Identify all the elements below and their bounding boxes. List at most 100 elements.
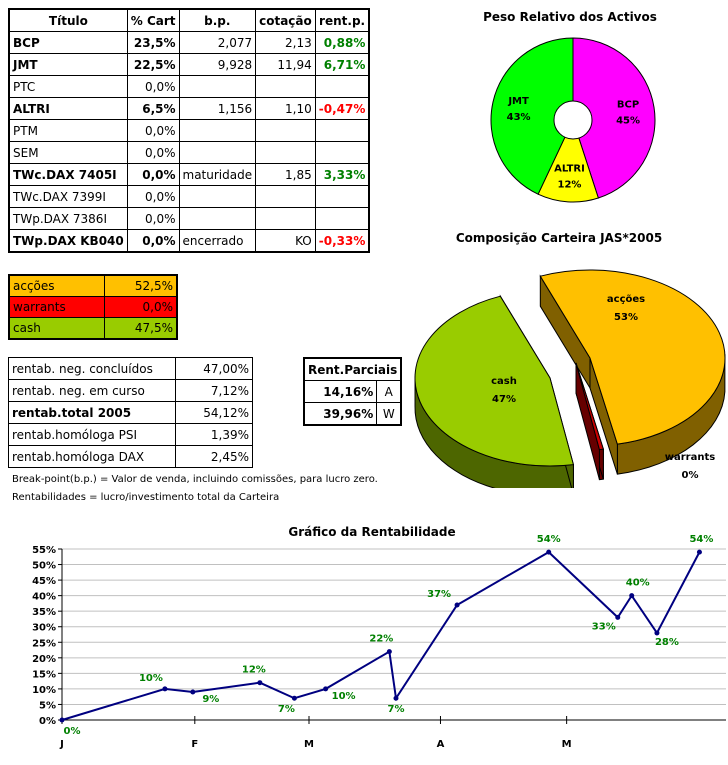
holdings-title: TWc.DAX 7405I [8, 163, 128, 186]
pie2-slice-label: acções [607, 294, 645, 305]
header-bp: b.p. [178, 8, 257, 32]
x-tick-label: M [562, 739, 572, 750]
holdings-row: SEM 0,0% [8, 141, 370, 164]
portfolio-composition-pie-chart: Composição Carteira JAS*2005 acções 53% wa… [414, 231, 726, 488]
holdings-quote [255, 185, 316, 208]
returns-body: rentab. neg. concluídos 47,00% rentab. neg… [8, 357, 253, 468]
pie1-hole [553, 100, 593, 140]
holdings-bp [178, 185, 257, 208]
holdings-row: TWc.DAX 7405I 0,0% maturidade 1,85 3,33% [8, 163, 370, 186]
return-point [59, 717, 65, 723]
holdings-pct: 0,0% [126, 207, 180, 230]
return-point-label: 0% [64, 726, 81, 737]
holdings-quote: KO [255, 229, 316, 253]
header-quote: cotação [255, 8, 316, 32]
return-point [629, 593, 635, 599]
holdings-pct: 6,5% [126, 97, 180, 120]
pie1-slice-altri [537, 118, 599, 203]
holdings-quote [255, 141, 316, 164]
holdings-quote: 1,10 [255, 97, 316, 120]
allocation-label: cash [8, 317, 106, 340]
holdings-rent: -0,47% [314, 97, 370, 120]
holdings-quote: 2,13 [255, 31, 316, 54]
x-tick-label: A [437, 739, 445, 750]
return-point-label: 22% [369, 634, 393, 645]
holdings-pct: 0,0% [126, 229, 180, 253]
returns-row: rentab.homóloga PSI 1,39% [8, 423, 253, 446]
y-tick-label: 15% [32, 669, 56, 680]
return-point [615, 614, 621, 620]
returns-value: 1,39% [175, 423, 253, 446]
allocation-row: acções 52,5% [8, 274, 178, 297]
holdings-title: TWp.DAX KB040 [8, 229, 128, 253]
holdings-pct: 0,0% [126, 75, 180, 98]
holdings-bp [178, 119, 257, 142]
return-point [393, 695, 399, 701]
holdings-rent: -0,33% [314, 229, 370, 253]
y-tick-label: 50% [32, 561, 56, 572]
allocation-row: warrants 0,0% [8, 296, 178, 318]
holdings-bp: 1,156 [178, 97, 257, 120]
y-tick-label: 5% [39, 700, 56, 711]
holdings-bp: maturidade [178, 163, 257, 186]
y-tick-label: 10% [32, 685, 56, 696]
holdings-row: TWc.DAX 7399I 0,0% [8, 185, 370, 208]
partials-row: 39,96% W [303, 402, 402, 426]
pie2-slice-value: 0% [682, 470, 699, 481]
return-point-label: 7% [387, 704, 404, 715]
returns-value: 2,45% [175, 445, 253, 468]
x-tick-label: M [304, 739, 314, 750]
y-tick-label: 25% [32, 638, 56, 649]
return-point-label: 10% [332, 691, 356, 702]
returns-row: rentab.homóloga DAX 2,45% [8, 445, 253, 468]
return-point-label: 54% [537, 534, 561, 545]
returns-label: rentab.homóloga DAX [8, 445, 176, 468]
holdings-body: BCP 23,5% 2,077 2,13 0,88% JMT 22,5% 9,928 11,94… [8, 31, 370, 253]
return-point-label: 7% [278, 704, 295, 715]
holdings-pct: 23,5% [126, 31, 180, 54]
holdings-quote [255, 119, 316, 142]
pie1-slice-bcp [572, 37, 656, 199]
pie1-slice-value: 12% [558, 180, 582, 191]
allocation-value: 52,5% [104, 274, 178, 297]
holdings-bp: 2,077 [178, 31, 257, 54]
returns-label: rentab.homóloga PSI [8, 423, 176, 446]
holdings-rent: 0,88% [314, 31, 370, 54]
allocation-table: acções 52,5% warrants 0,0% cash 47,5% [8, 274, 178, 340]
y-tick-label: 40% [32, 592, 56, 603]
partials-value: 14,16% [303, 380, 378, 403]
holdings-pct: 0,0% [126, 185, 180, 208]
return-series-line [61, 550, 701, 721]
partials-value: 39,96% [303, 402, 378, 426]
pie2-slice-cash [414, 295, 575, 467]
return-point [386, 649, 392, 655]
y-tick-label: 45% [32, 576, 56, 587]
returns-row: rentab. neg. concluídos 47,00% [8, 357, 253, 380]
return-point-label: 10% [139, 673, 163, 684]
allocation-value: 0,0% [104, 296, 178, 318]
return-point-label: 12% [242, 665, 266, 676]
header-pct: % Cart [126, 8, 180, 32]
return-point-label: 40% [626, 578, 650, 589]
y-tick-label: 20% [32, 654, 56, 665]
x-tick-label: J [59, 739, 64, 750]
y-tick-label: 30% [32, 623, 56, 634]
holdings-title: BCP [8, 31, 128, 54]
holdings-quote: 1,85 [255, 163, 316, 186]
pie2-slice-label: cash [491, 376, 517, 387]
holdings-table: Título % Cart b.p. cotação rent.p. BCP 23… [8, 8, 371, 253]
asset-weight-pie-chart: Peso Relativo dos Activos BCP 45% ALTRI 12%… [483, 10, 657, 203]
holdings-bp [178, 141, 257, 164]
holdings-title: TWp.DAX 7386I [8, 207, 128, 230]
line-title: Gráfico da Rentabilidade [288, 525, 455, 539]
holdings-title: ALTRI [8, 97, 128, 120]
holdings-row: ALTRI 6,5% 1,156 1,10 -0,47% [8, 97, 370, 120]
pie2-slice-label: warrants [665, 452, 715, 463]
returns-value: 47,00% [175, 357, 253, 380]
holdings-row: BCP 23,5% 2,077 2,13 0,88% [8, 31, 370, 54]
holdings-row: JMT 22,5% 9,928 11,94 6,71% [8, 53, 370, 76]
note-rentabilidades: Rentabilidades = lucro/investimento tota… [12, 492, 280, 503]
holdings-bp [178, 75, 257, 98]
pie2-slice-value: 53% [614, 312, 638, 323]
pie2-slice-value: 47% [492, 394, 516, 405]
